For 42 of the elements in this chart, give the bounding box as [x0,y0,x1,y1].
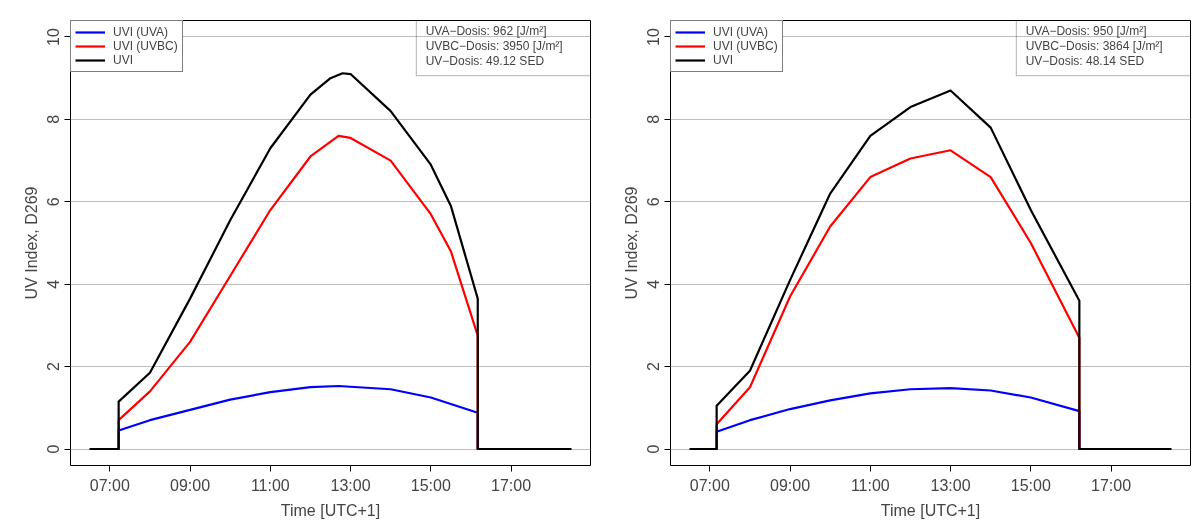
x-tick-label: 17:00 [491,476,532,494]
annotation: UV−Dosis: 49.12 SED [425,54,545,69]
annotation: UVA−Dosis: 950 [J/m²] [1025,24,1147,39]
annotation: UV−Dosis: 48.14 SED [1025,54,1145,69]
x-tick-label: 15:00 [1010,476,1051,494]
y-tick-label: 2 [45,362,63,372]
legend-label: UVI [713,53,734,67]
x-tick-label: 11:00 [250,476,290,494]
x-axis-title: Time [UTC+1] [880,501,981,519]
y-tick-label: 2 [645,362,663,372]
y-tick-label: 8 [645,114,663,124]
annotation: UVBC−Dosis: 3950 [J/m²] [425,39,563,54]
y-tick-label: 10 [645,27,663,46]
x-tick-label: 09:00 [170,476,211,494]
legend-label: UVI (UVA) [713,25,769,39]
y-tick-label: 6 [45,197,63,207]
y-axis-title: UV Index, D269 [622,186,640,300]
line-series [88,72,573,451]
y-tick-label: 6 [645,197,663,207]
x-tick-label: 09:00 [770,476,811,494]
y-axis-title: UV Index, D269 [22,186,40,300]
x-tick-label: 07:00 [89,476,130,494]
legend-label: UVI (UVBC) [113,39,178,53]
y-tick-label: 4 [645,279,663,289]
line-series [688,89,1173,451]
annotation: UVA−Dosis: 962 [J/m²] [425,24,547,39]
y-tick-label: 8 [45,114,63,124]
y-tick-label: 10 [45,27,63,46]
legend-label: UVI (UVA) [113,25,169,39]
x-tick-label: 07:00 [689,476,730,494]
y-tick-label: 0 [45,444,63,454]
x-tick-label: 13:00 [930,476,971,494]
y-tick-label: 4 [45,279,63,289]
y-tick-label: 0 [645,444,663,454]
x-tick-label: 11:00 [850,476,890,494]
legend-label: UVI [113,53,134,67]
x-tick-label: 15:00 [410,476,451,494]
annotation: UVBC−Dosis: 3864 [J/m²] [1025,39,1163,54]
x-tick-label: 17:00 [1091,476,1132,494]
x-tick-label: 13:00 [330,476,371,494]
x-axis-title: Time [UTC+1] [280,501,381,519]
legend-label: UVI (UVBC) [713,39,778,53]
